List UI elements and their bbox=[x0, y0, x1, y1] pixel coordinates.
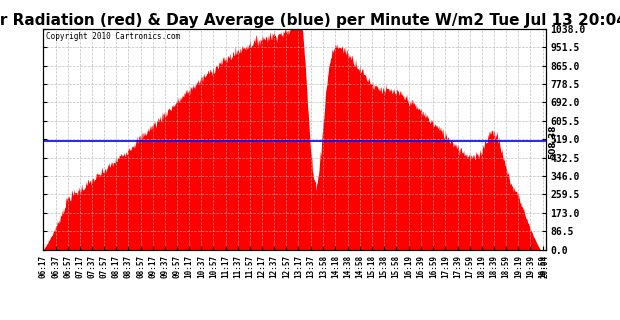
Text: 508.38: 508.38 bbox=[548, 124, 557, 159]
Text: Copyright 2010 Cartronics.com: Copyright 2010 Cartronics.com bbox=[46, 32, 180, 41]
Title: Solar Radiation (red) & Day Average (blue) per Minute W/m2 Tue Jul 13 20:04: Solar Radiation (red) & Day Average (blu… bbox=[0, 12, 620, 28]
